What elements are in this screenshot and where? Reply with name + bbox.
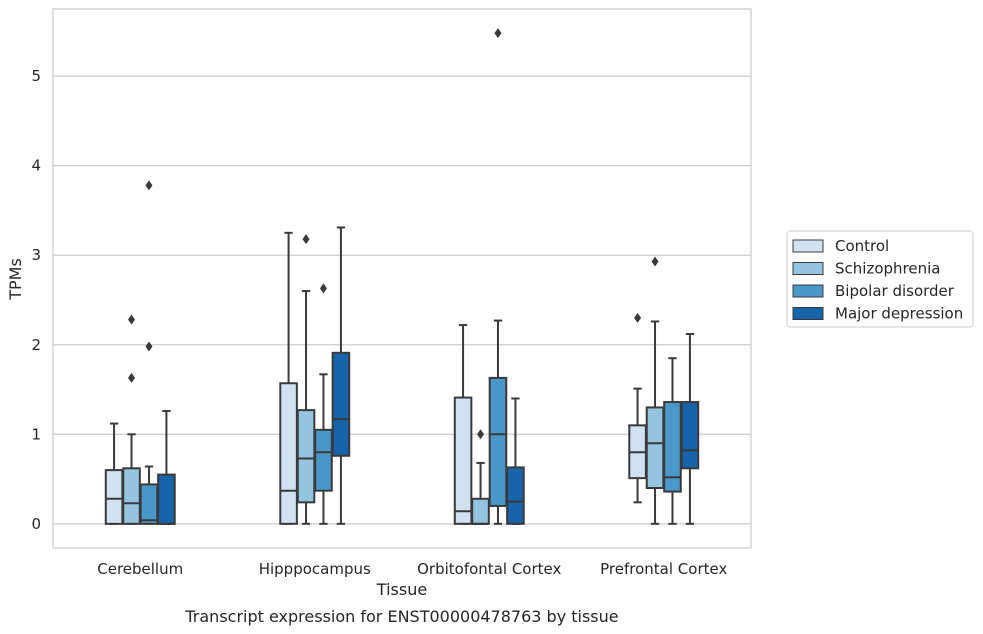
chart-caption: Transcript expression for ENST0000047876… bbox=[184, 607, 618, 626]
y-tick-label: 1 bbox=[31, 425, 41, 443]
box-0-1 bbox=[122, 314, 141, 525]
plot-frame bbox=[52, 8, 752, 549]
legend-label: Control bbox=[835, 237, 889, 255]
legend-label: Major depression bbox=[835, 305, 963, 323]
box-1-0 bbox=[279, 231, 298, 525]
outlier-point bbox=[145, 180, 153, 191]
y-tick-label: 0 bbox=[31, 515, 41, 533]
outlier-point bbox=[128, 372, 136, 383]
y-tick-label: 4 bbox=[31, 157, 41, 175]
x-axis-label: Tissue bbox=[376, 580, 427, 599]
legend: Control Schizophrenia Bipolar disorder Majo… bbox=[786, 230, 974, 328]
box-2-3 bbox=[506, 397, 525, 525]
box-iqr bbox=[488, 376, 508, 507]
legend-label: Schizophrenia bbox=[835, 260, 940, 278]
y-tick-label: 5 bbox=[31, 67, 41, 85]
box-0-2 bbox=[139, 180, 159, 525]
box-1-3 bbox=[331, 226, 351, 525]
boxes bbox=[104, 28, 700, 525]
x-tick-label: Prefrontal Cortex bbox=[600, 560, 727, 578]
box-iqr bbox=[157, 473, 176, 525]
box-iqr bbox=[471, 497, 490, 525]
gridlines bbox=[53, 75, 751, 525]
box-0-3 bbox=[157, 410, 176, 525]
box-1-1 bbox=[296, 234, 316, 525]
legend-swatch bbox=[792, 262, 824, 275]
y-tick-label: 3 bbox=[31, 246, 41, 264]
box-iqr bbox=[331, 351, 351, 457]
box-iqr bbox=[506, 466, 525, 525]
box-iqr bbox=[314, 428, 333, 492]
legend-frame bbox=[786, 230, 974, 328]
box-0-0 bbox=[104, 422, 124, 525]
x-tick-label: Cerebellum bbox=[97, 560, 183, 578]
box-3-1 bbox=[645, 256, 665, 525]
box-iqr bbox=[680, 401, 700, 470]
legend-swatch bbox=[792, 284, 824, 298]
box-iqr bbox=[122, 467, 141, 525]
box-iqr bbox=[279, 382, 298, 525]
outlier-point bbox=[128, 314, 136, 325]
box-3-3 bbox=[680, 333, 700, 525]
x-tick-label: Hipppocampus bbox=[259, 560, 371, 578]
outlier-point bbox=[319, 283, 327, 294]
y-tick-label: 2 bbox=[31, 336, 41, 354]
x-tick-labels: Cerebellum Hipppocampus Orbitofontal Corte… bbox=[97, 560, 727, 578]
outlier-point bbox=[651, 256, 659, 267]
outlier-point bbox=[302, 234, 310, 245]
outlier-point bbox=[634, 312, 642, 323]
box-2-1 bbox=[471, 429, 490, 525]
outlier-point bbox=[477, 429, 485, 440]
box-3-2 bbox=[663, 357, 682, 525]
box-iqr bbox=[104, 469, 124, 525]
box-iqr bbox=[645, 406, 665, 490]
box-2-2 bbox=[488, 28, 508, 525]
legend-label: Bipolar disorder bbox=[835, 282, 955, 300]
legend-swatch bbox=[792, 239, 824, 253]
box-iqr bbox=[296, 409, 316, 504]
y-tick-labels: 0 1 2 3 4 5 bbox=[31, 67, 41, 533]
box-1-2 bbox=[314, 283, 333, 525]
box-2-0 bbox=[453, 324, 473, 525]
box-iqr bbox=[139, 483, 159, 525]
outlier-point bbox=[145, 341, 153, 352]
box-3-0 bbox=[628, 312, 647, 504]
box-iqr bbox=[453, 396, 473, 525]
y-axis-label: TPMs bbox=[6, 258, 25, 301]
legend-swatch bbox=[792, 307, 824, 320]
x-tick-label: Orbitofontal Cortex bbox=[417, 560, 561, 578]
outlier-point bbox=[494, 28, 502, 39]
